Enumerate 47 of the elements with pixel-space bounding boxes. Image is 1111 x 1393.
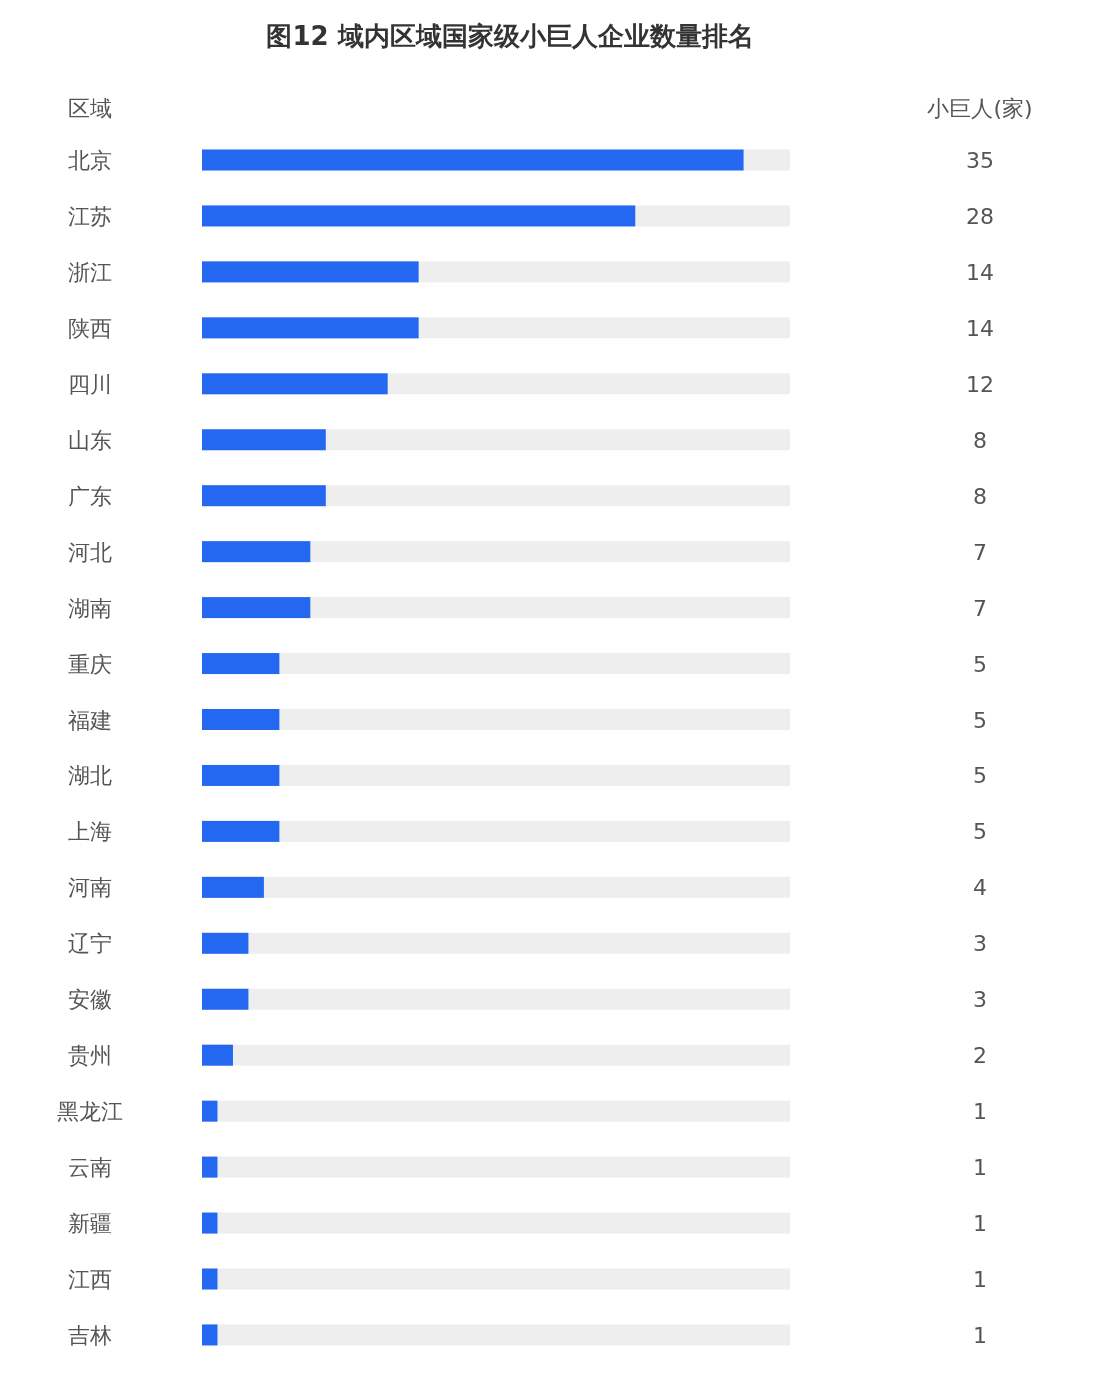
data-label: 14 — [966, 259, 994, 285]
y-tick-label: 贵州 — [68, 1043, 112, 1069]
y-tick-label: 湖北 — [68, 763, 112, 789]
data-label: 12 — [966, 371, 994, 397]
data-label: 35 — [966, 148, 994, 173]
y-tick-label: 新疆 — [68, 1211, 112, 1237]
y-tick-label: 上海 — [68, 819, 112, 845]
y-tick-label: 黑龙江 — [57, 1099, 123, 1125]
data-label: 3 — [973, 931, 987, 957]
data-label: 1 — [973, 1155, 987, 1181]
data-label: 5 — [973, 651, 987, 677]
y-tick-label: 北京 — [68, 148, 112, 173]
data-label: 8 — [973, 427, 987, 453]
y-tick-label: 云南 — [68, 1155, 112, 1181]
y-tick-label: 河南 — [68, 875, 112, 901]
y-tick-label: 安徽 — [68, 987, 112, 1013]
data-label: 1 — [973, 1099, 987, 1125]
y-tick-label: 浙江 — [68, 259, 112, 285]
data-label: 1 — [973, 1322, 987, 1348]
data-label: 7 — [973, 539, 987, 565]
data-label: 5 — [973, 763, 987, 789]
data-label: 1 — [973, 1211, 987, 1237]
chart-title: 图12 域内区域国家级小巨人企业数量排名 — [266, 21, 754, 51]
y-tick-label: 广东 — [68, 483, 112, 509]
y-axis-title: 区域 — [68, 96, 112, 121]
y-tick-label: 福建 — [68, 707, 112, 733]
y-tick-label: 四川 — [68, 371, 112, 397]
y-tick-label: 湖南 — [68, 595, 112, 621]
data-label: 5 — [973, 707, 987, 733]
y-tick-label: 吉林 — [68, 1322, 112, 1348]
y-tick-label: 陕西 — [68, 315, 112, 341]
y-tick-label: 江西 — [68, 1267, 112, 1292]
y-tick-label: 山东 — [68, 427, 112, 453]
data-label: 5 — [973, 819, 987, 845]
data-label: 7 — [973, 595, 987, 621]
data-label: 14 — [966, 315, 994, 341]
data-label: 3 — [973, 987, 987, 1013]
y-tick-label: 重庆 — [68, 651, 112, 677]
data-label: 1 — [973, 1267, 987, 1292]
data-label: 8 — [973, 483, 987, 509]
y-tick-label: 河北 — [68, 539, 112, 565]
data-label: 2 — [973, 1043, 987, 1069]
y-tick-label: 辽宁 — [68, 931, 112, 957]
data-label: 28 — [966, 203, 994, 229]
data-label: 4 — [973, 875, 987, 901]
text: 小巨人(家) — [927, 96, 1033, 121]
y-tick-label: 江苏 — [68, 203, 112, 229]
